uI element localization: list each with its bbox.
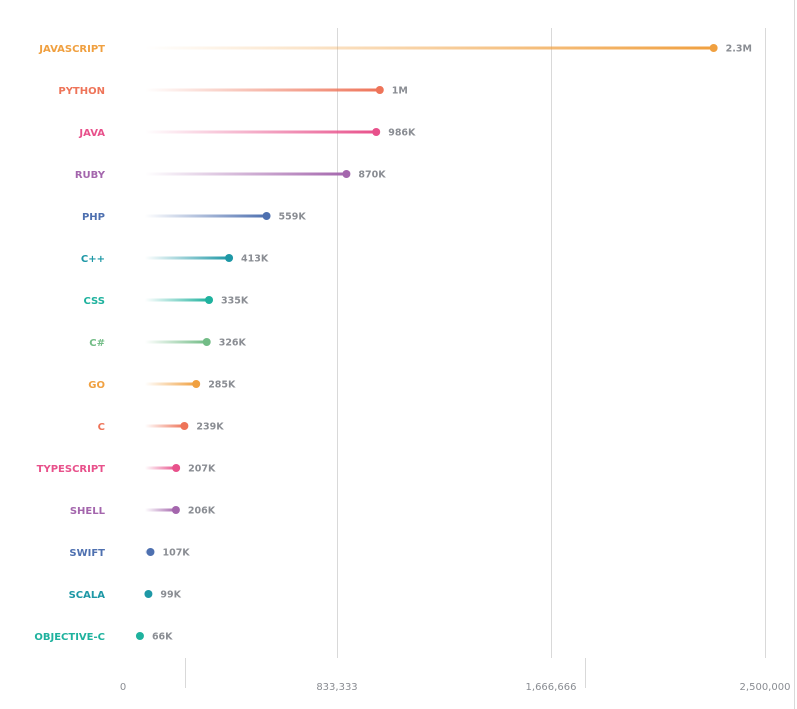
- lollipop-stem: [145, 382, 197, 386]
- category-label: C++: [81, 254, 105, 265]
- value-label: 2.3M: [726, 44, 752, 55]
- lollipop-dot[interactable]: [146, 548, 155, 556]
- value-label: 285K: [208, 380, 236, 391]
- category-label: SCALA: [69, 590, 106, 601]
- lollipop-stem: [145, 130, 377, 134]
- lollipop-dot[interactable]: [262, 212, 271, 220]
- value-label: 107K: [162, 548, 190, 559]
- bar-row-c: C 239K: [98, 422, 225, 434]
- category-label: JAVASCRIPT: [38, 44, 105, 55]
- lollipop-dot[interactable]: [180, 422, 189, 430]
- bar-row-swift: SWIFT 107K: [69, 548, 190, 560]
- bar-row-shell: SHELL 206K: [70, 506, 216, 518]
- value-label: 335K: [221, 296, 249, 307]
- bar-row-typescript: TYPESCRIPT 207K: [37, 464, 216, 476]
- lollipop-stem: [145, 340, 207, 344]
- category-label: JAVA: [78, 128, 105, 139]
- value-label: 207K: [188, 464, 216, 475]
- lollipop-stem: [145, 214, 267, 218]
- category-label: SWIFT: [69, 548, 105, 559]
- lollipop-stem: [145, 298, 210, 302]
- bar-row-java: JAVA 986K: [78, 128, 416, 140]
- bar-row-css: CSS 335K: [84, 296, 249, 308]
- bar-row-csharp: C# 326K: [89, 338, 246, 350]
- value-label: 66K: [152, 632, 173, 643]
- value-label: 326K: [219, 338, 247, 349]
- lollipop-dot[interactable]: [342, 170, 351, 178]
- category-label: TYPESCRIPT: [37, 464, 106, 475]
- bar-row-cplusplus: C++ 413K: [81, 254, 269, 266]
- category-label: PHP: [82, 212, 105, 223]
- bar-row-ruby: RUBY 870K: [75, 170, 386, 182]
- lollipop-stem: [145, 256, 230, 260]
- bar-row-go: GO 285K: [88, 380, 236, 392]
- category-label: PYTHON: [58, 86, 105, 97]
- value-label: 986K: [388, 128, 416, 139]
- lollipop-stem: [145, 466, 177, 470]
- x-tick-label: 2,500,000: [740, 682, 791, 693]
- lollipop-stem: [145, 88, 380, 92]
- bar-row-php: PHP 559K: [82, 212, 306, 224]
- category-label: RUBY: [75, 170, 106, 181]
- bar-row-scala: SCALA 99K: [69, 590, 182, 602]
- value-label: 206K: [188, 506, 216, 517]
- value-label: 99K: [160, 590, 181, 601]
- value-label: 559K: [279, 212, 307, 223]
- lollipop-dot[interactable]: [225, 254, 234, 262]
- lollipop-stem: [145, 172, 347, 176]
- x-tick-label: 833,333: [316, 682, 357, 693]
- value-label: 239K: [196, 422, 224, 433]
- category-label: GO: [88, 380, 105, 391]
- bars: JAVASCRIPT 2.3M PYTHON 1M JAVA 986K RUBY 870K PH…: [34, 44, 752, 644]
- category-label: C#: [89, 338, 105, 349]
- lollipop-dot[interactable]: [171, 506, 180, 514]
- value-label: 413K: [241, 254, 269, 265]
- category-label: C: [98, 422, 105, 433]
- value-label: 1M: [392, 86, 408, 97]
- category-label: SHELL: [70, 506, 106, 517]
- gridlines: [185, 0, 795, 709]
- category-label: CSS: [84, 296, 105, 307]
- bar-row-objective-c: OBJECTIVE-C 66K: [34, 632, 173, 644]
- lollipop-dot[interactable]: [375, 86, 384, 94]
- x-axis: 0 833,333 1,666,666 2,500,000: [120, 682, 791, 693]
- x-tick-label: 0: [120, 682, 126, 693]
- category-label: OBJECTIVE-C: [34, 632, 105, 643]
- lollipop-dot[interactable]: [202, 338, 211, 346]
- lollipop-dot[interactable]: [372, 128, 381, 136]
- lollipop-dot[interactable]: [709, 44, 718, 52]
- bar-row-javascript: JAVASCRIPT 2.3M: [38, 44, 752, 56]
- lollipop-dot[interactable]: [144, 590, 153, 598]
- lollipop-stem: [145, 508, 176, 512]
- lollipop-stem: [145, 424, 185, 428]
- bar-row-python: PYTHON 1M: [58, 86, 408, 98]
- value-label: 870K: [358, 170, 386, 181]
- x-tick-label: 1,666,666: [526, 682, 577, 693]
- lollipop-dot[interactable]: [192, 380, 201, 388]
- lollipop-dot[interactable]: [172, 464, 181, 472]
- lollipop-stem: [145, 46, 714, 50]
- lollipop-dot[interactable]: [135, 632, 144, 640]
- lollipop-dot[interactable]: [205, 296, 214, 304]
